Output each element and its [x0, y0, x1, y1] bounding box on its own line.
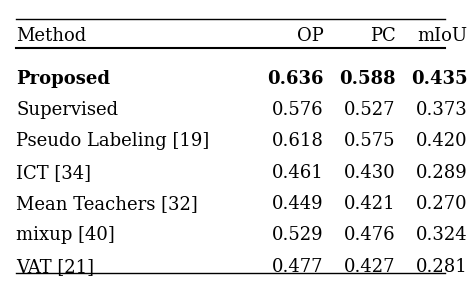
Text: 0.449: 0.449 — [272, 195, 323, 213]
Text: VAT [21]: VAT [21] — [16, 258, 95, 276]
Text: 0.575: 0.575 — [344, 133, 395, 151]
Text: PC: PC — [370, 27, 395, 45]
Text: 0.373: 0.373 — [416, 101, 468, 119]
Text: 0.324: 0.324 — [416, 226, 468, 244]
Text: 0.289: 0.289 — [416, 164, 468, 182]
Text: Pseudo Labeling [19]: Pseudo Labeling [19] — [16, 133, 210, 151]
Text: 0.435: 0.435 — [411, 70, 468, 88]
Text: Method: Method — [16, 27, 87, 45]
Text: 0.618: 0.618 — [271, 133, 323, 151]
Text: Proposed: Proposed — [16, 70, 110, 88]
Text: 0.421: 0.421 — [344, 195, 395, 213]
Text: 0.529: 0.529 — [272, 226, 323, 244]
Text: 0.420: 0.420 — [416, 133, 468, 151]
Text: 0.576: 0.576 — [272, 101, 323, 119]
Text: Mean Teachers [32]: Mean Teachers [32] — [16, 195, 198, 213]
Text: 0.636: 0.636 — [267, 70, 323, 88]
Text: 0.476: 0.476 — [344, 226, 395, 244]
Text: Supervised: Supervised — [16, 101, 118, 119]
Text: 0.430: 0.430 — [344, 164, 395, 182]
Text: OP: OP — [297, 27, 323, 45]
Text: mIoU: mIoU — [418, 27, 468, 45]
Text: ICT [34]: ICT [34] — [16, 164, 91, 182]
Text: 0.461: 0.461 — [271, 164, 323, 182]
Text: 0.477: 0.477 — [272, 258, 323, 276]
Text: 0.281: 0.281 — [416, 258, 468, 276]
Text: 0.527: 0.527 — [344, 101, 395, 119]
Text: mixup [40]: mixup [40] — [16, 226, 115, 244]
Text: 0.270: 0.270 — [416, 195, 468, 213]
Text: 0.588: 0.588 — [339, 70, 395, 88]
Text: 0.427: 0.427 — [344, 258, 395, 276]
